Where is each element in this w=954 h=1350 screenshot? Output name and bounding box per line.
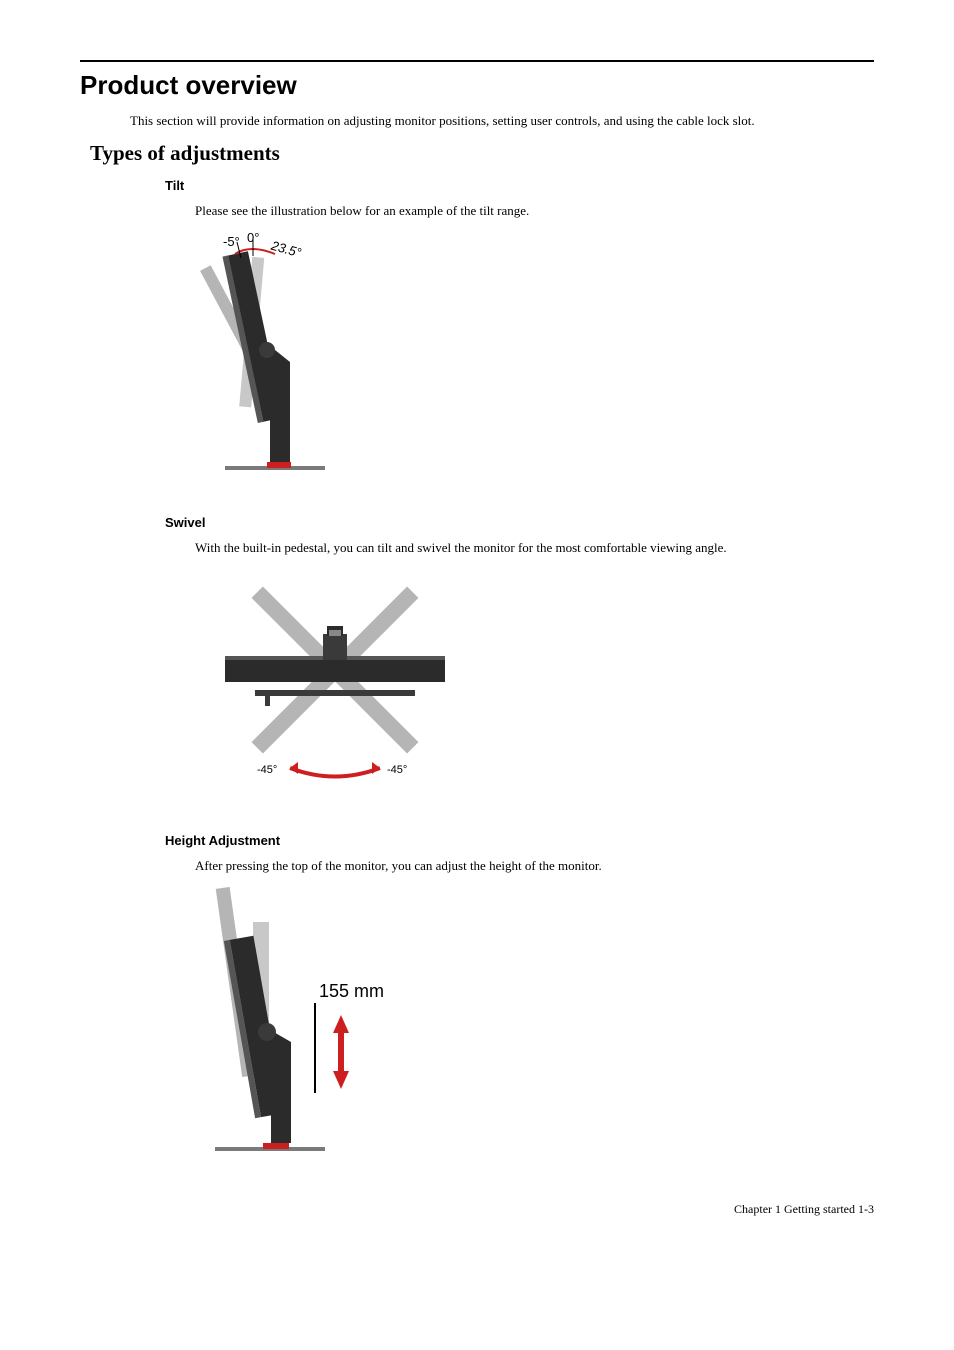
swivel-text: With the built-in pedestal, you can tilt… <box>195 538 874 558</box>
tilt-diagram-icon: -5° 0° 23.5° <box>195 232 365 492</box>
swivel-right-label: -45° <box>387 764 407 776</box>
height-diagram-icon: 155 mm <box>195 887 415 1167</box>
tilt-label: Tilt <box>165 178 874 193</box>
swivel-left-label: -45° <box>257 764 277 776</box>
intro-text: This section will provide information on… <box>130 111 874 131</box>
page-title: Product overview <box>80 70 874 101</box>
tilt-angle-fwd: 23.5° <box>269 238 303 261</box>
height-label: Height Adjustment <box>165 833 874 848</box>
swivel-figure: -45° -45° <box>195 570 874 815</box>
page-footer: Chapter 1 Getting started 1-3 <box>80 1202 874 1217</box>
tilt-figure: -5° 0° 23.5° <box>195 232 874 497</box>
height-figure: 155 mm <box>195 887 874 1172</box>
types-heading: Types of adjustments <box>90 141 874 166</box>
tilt-text: Please see the illustration below for an… <box>195 201 874 221</box>
swivel-label: Swivel <box>165 515 874 530</box>
tilt-angle-mid: 0° <box>247 232 259 245</box>
horizontal-rule <box>80 60 874 62</box>
swivel-diagram-icon: -45° -45° <box>195 570 475 810</box>
height-text: After pressing the top of the monitor, y… <box>195 856 874 876</box>
tilt-angle-back: -5° <box>223 234 240 249</box>
height-value: 155 mm <box>319 981 384 1001</box>
